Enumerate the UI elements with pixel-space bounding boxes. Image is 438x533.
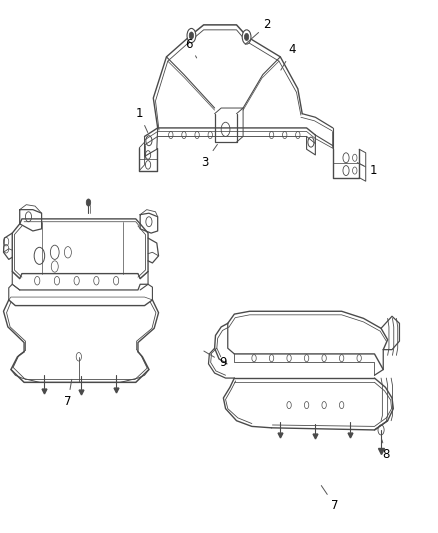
Text: 1: 1 [135, 107, 148, 133]
Text: 6: 6 [185, 37, 197, 58]
Text: 9: 9 [204, 351, 227, 369]
Circle shape [244, 34, 249, 41]
Circle shape [187, 28, 196, 43]
Text: 1: 1 [357, 163, 377, 177]
Text: 2: 2 [245, 18, 271, 44]
Text: 4: 4 [281, 43, 297, 70]
Text: 8: 8 [382, 440, 390, 462]
Circle shape [86, 199, 91, 206]
Text: 7: 7 [64, 379, 72, 408]
Circle shape [242, 30, 251, 44]
Circle shape [189, 32, 194, 39]
Text: 7: 7 [321, 486, 339, 513]
Text: 3: 3 [201, 144, 217, 168]
